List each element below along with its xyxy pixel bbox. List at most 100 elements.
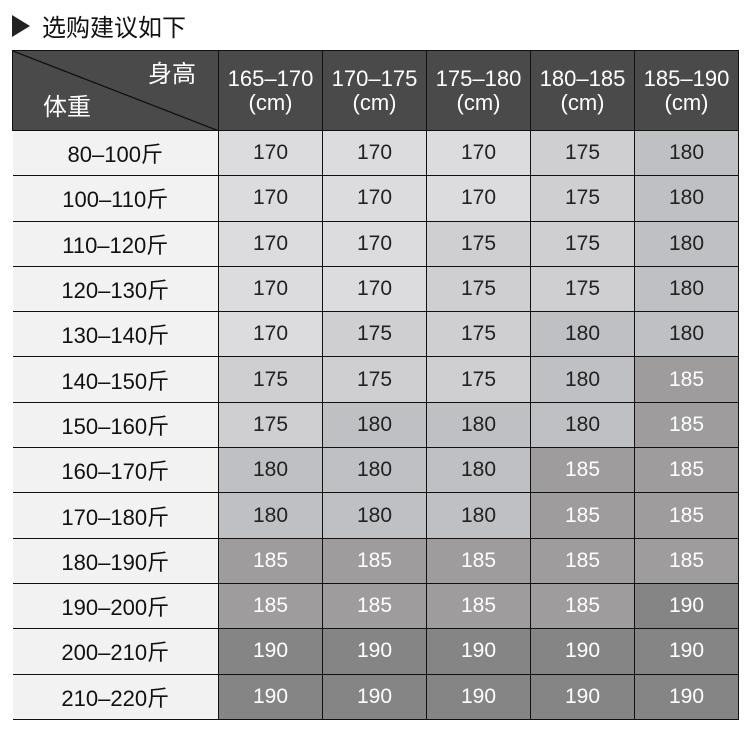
recommended-size: 170 [426,175,531,222]
height-axis-label: 身高 [148,61,196,88]
weight-range: 210–220斤 [12,673,219,720]
recommended-size: 175 [426,220,531,267]
recommended-size: 185 [634,401,739,449]
recommended-size: 170 [426,129,531,177]
recommended-size: 185 [426,537,531,584]
recommended-size: 185 [322,582,427,630]
recommended-size: 180 [634,311,739,358]
table-row: 130–140斤 170 175 175 180 180 [12,311,739,358]
recommended-size: 170 [218,265,323,313]
recommended-size: 180 [530,311,635,358]
size-recommendation-table: 身高 体重 165–170 (cm) 170–175 (cm) 175–180 (cm) 1… [12,50,739,720]
recommended-size: 170 [322,175,427,222]
table-row: 190–200斤 185 185 185 185 190 [12,582,739,630]
weight-range: 80–100斤 [12,129,219,177]
triangle-bullet-icon [12,14,30,37]
column-header: 165–170 (cm) [218,50,323,131]
weight-axis-label: 体重 [43,94,91,121]
height-unit: (cm) [560,89,605,115]
recommended-size: 180 [322,492,427,539]
recommended-size: 180 [634,265,739,313]
recommended-size: 180 [426,401,531,449]
recommended-size: 190 [634,582,739,630]
recommended-size: 185 [530,582,635,630]
weight-range: 110–120斤 [12,220,219,267]
recommended-size: 180 [322,447,427,494]
recommended-size: 180 [218,492,323,539]
weight-range: 170–180斤 [12,492,219,539]
height-range: 175–180 [435,65,522,91]
recommended-size: 175 [530,220,635,267]
recommended-size: 175 [322,311,427,358]
recommended-size: 185 [218,582,323,630]
column-header: 175–180 (cm) [426,50,531,131]
weight-range: 100–110斤 [12,175,219,222]
table-row: 80–100斤 170 170 170 175 180 [12,129,739,177]
recommended-size: 190 [218,673,323,720]
recommended-size: 185 [634,537,739,584]
section-title-text: 选购建议如下 [42,15,186,42]
recommended-size: 175 [426,356,531,403]
weight-range: 150–160斤 [12,401,219,449]
height-range: 165–170 [227,65,314,91]
table-row: 100–110斤 170 170 170 175 180 [12,175,739,222]
recommended-size: 180 [322,401,427,449]
table-row: 110–120斤 170 170 175 175 180 [12,220,739,267]
recommended-size: 175 [426,265,531,313]
recommended-size: 190 [426,673,531,720]
height-unit: (cm) [352,89,397,115]
recommended-size: 175 [218,401,323,449]
table-row: 160–170斤 180 180 180 185 185 [12,447,739,494]
recommended-size: 180 [634,175,739,222]
recommended-size: 185 [634,356,739,403]
weight-range: 190–200斤 [12,582,219,630]
weight-range: 160–170斤 [12,447,219,494]
recommended-size: 170 [322,265,427,313]
recommended-size: 190 [322,673,427,720]
recommended-size: 170 [218,175,323,222]
recommended-size: 180 [426,492,531,539]
table-row: 200–210斤 190 190 190 190 190 [12,628,739,675]
recommended-size: 190 [634,628,739,675]
section-title: 选购建议如下 [12,8,186,43]
column-header: 170–175 (cm) [322,50,427,131]
recommended-size: 180 [426,447,531,494]
table-row: 140–150斤 175 175 175 180 185 [12,356,739,403]
table-row: 180–190斤 185 185 185 185 185 [12,537,739,584]
recommended-size: 190 [530,673,635,720]
recommended-size: 175 [426,311,531,358]
recommended-size: 185 [322,537,427,584]
recommended-size: 190 [634,673,739,720]
recommended-size: 175 [218,356,323,403]
column-header: 180–185 (cm) [530,50,635,131]
height-unit: (cm) [248,89,293,115]
recommended-size: 190 [426,628,531,675]
weight-range: 200–210斤 [12,628,219,675]
recommended-size: 180 [634,129,739,177]
recommended-size: 185 [530,537,635,584]
recommended-size: 170 [322,220,427,267]
recommended-size: 190 [218,628,323,675]
recommended-size: 170 [322,129,427,177]
weight-range: 180–190斤 [12,537,219,584]
weight-range: 120–130斤 [12,265,219,313]
recommended-size: 190 [530,628,635,675]
column-header: 185–190 (cm) [634,50,739,131]
recommended-size: 175 [530,175,635,222]
recommended-size: 185 [218,537,323,584]
recommended-size: 180 [530,356,635,403]
recommended-size: 185 [634,447,739,494]
table-row: 210–220斤 190 190 190 190 190 [12,673,739,720]
recommended-size: 175 [322,356,427,403]
header-row: 身高 体重 165–170 (cm) 170–175 (cm) 175–180 (cm) 1… [12,50,739,131]
height-range: 185–190 [643,65,730,91]
weight-range: 130–140斤 [12,311,219,358]
table-row: 170–180斤 180 180 180 185 185 [12,492,739,539]
recommended-size: 185 [634,492,739,539]
recommended-size: 175 [530,129,635,177]
recommended-size: 180 [218,447,323,494]
table-row: 150–160斤 175 180 180 180 185 [12,401,739,449]
recommended-size: 185 [530,492,635,539]
recommended-size: 180 [530,401,635,449]
recommended-size: 170 [218,129,323,177]
